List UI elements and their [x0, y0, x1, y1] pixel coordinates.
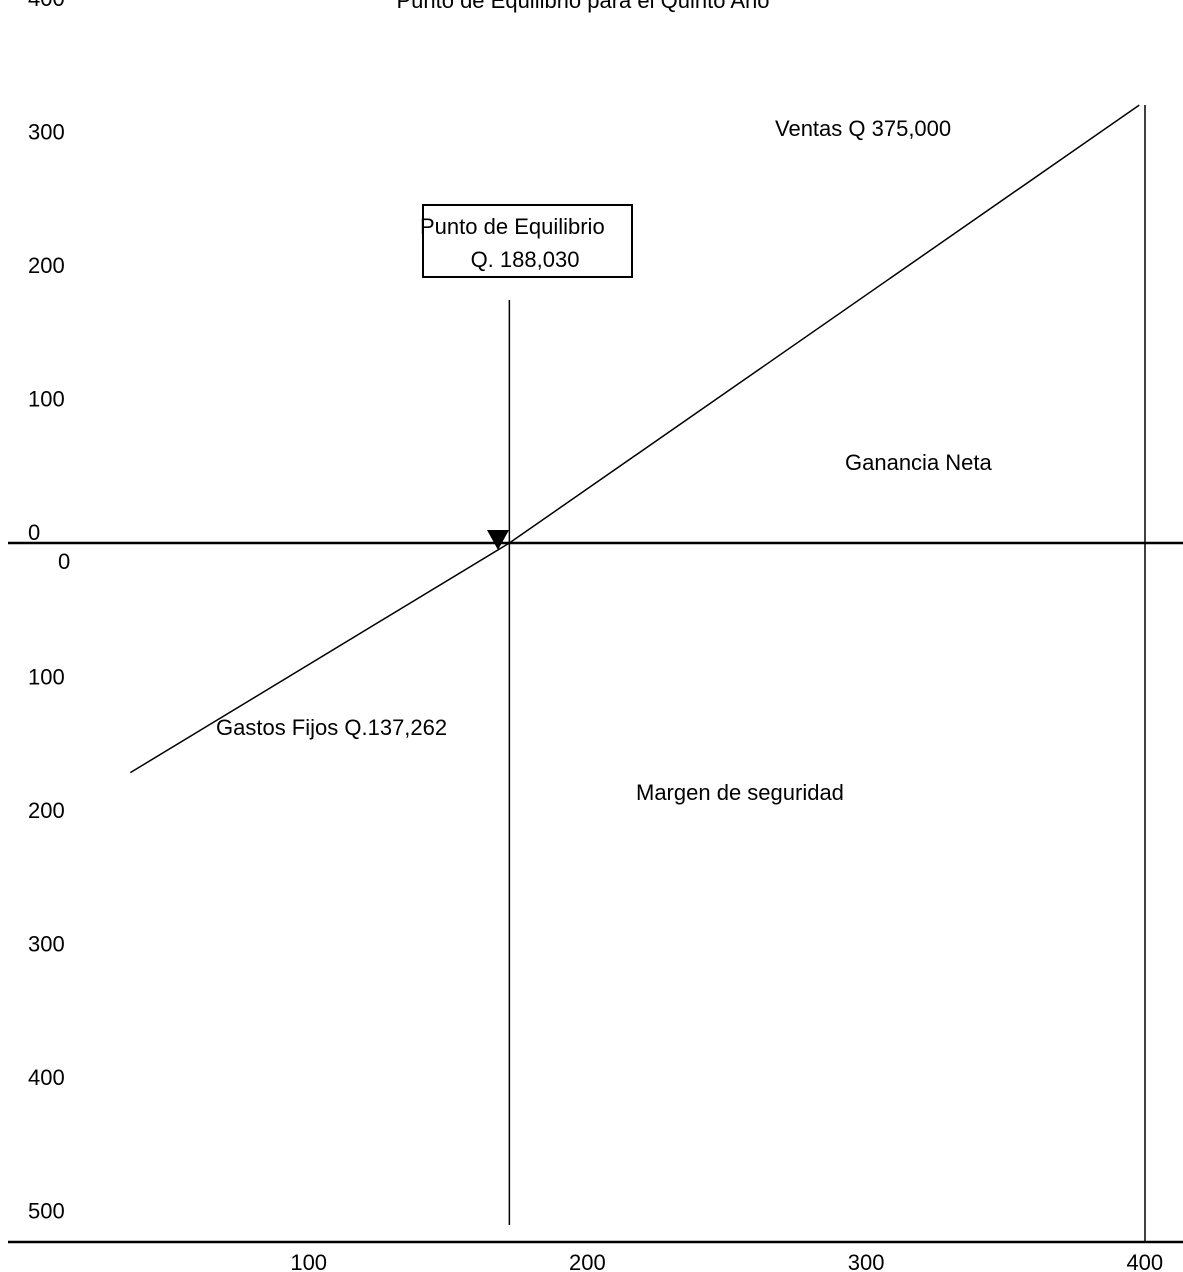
- breakeven-label-line1: Punto de Equilibrio: [420, 214, 605, 239]
- annotation-gastos: Gastos Fijos Q.137,262: [216, 715, 447, 740]
- x-tick-label-400: 400: [1126, 1250, 1163, 1272]
- y-tick-label-upper-100: 100: [28, 387, 65, 412]
- y-tick-label-lower-200: 200: [28, 798, 65, 823]
- y-tick-label-upper-400: 400: [28, 0, 65, 11]
- y-tick-label-lower-500: 500: [28, 1199, 65, 1224]
- breakeven-label-box: Punto de Equilibrio Q. 188,030: [420, 205, 639, 277]
- y-tick-label-upper-300: 300: [28, 120, 65, 145]
- breakeven-label-line2: Q. 188,030: [471, 247, 580, 272]
- y-tick-label-upper-0: 0: [28, 520, 40, 545]
- annotation-ganancia: Ganancia Neta: [845, 450, 993, 475]
- x-tick-label-100: 100: [290, 1250, 327, 1272]
- x-tick-label-200: 200: [569, 1250, 606, 1272]
- y-tick-label-lower-0: 0: [58, 549, 70, 574]
- sales-line: [130, 105, 1139, 773]
- y-tick-label-lower-300: 300: [28, 932, 65, 957]
- annotation-ventas: Ventas Q 375,000: [775, 116, 951, 141]
- chart-title: Punto de Equilibrio para el Quinto Año: [396, 0, 769, 13]
- y-tick-label-upper-200: 200: [28, 253, 65, 278]
- breakeven-arrow-icon: [487, 530, 509, 550]
- x-tick-label-300: 300: [848, 1250, 885, 1272]
- y-ticks-upper: 400 300 200 100 0: [28, 0, 65, 545]
- y-ticks-lower: 0 100 200 300 400 500: [28, 549, 70, 1224]
- y-tick-label-lower-400: 400: [28, 1065, 65, 1090]
- annotation-margen: Margen de seguridad: [636, 780, 844, 805]
- y-tick-label-lower-100: 100: [28, 665, 65, 690]
- x-ticks: 100 200 300 400: [290, 1250, 1163, 1272]
